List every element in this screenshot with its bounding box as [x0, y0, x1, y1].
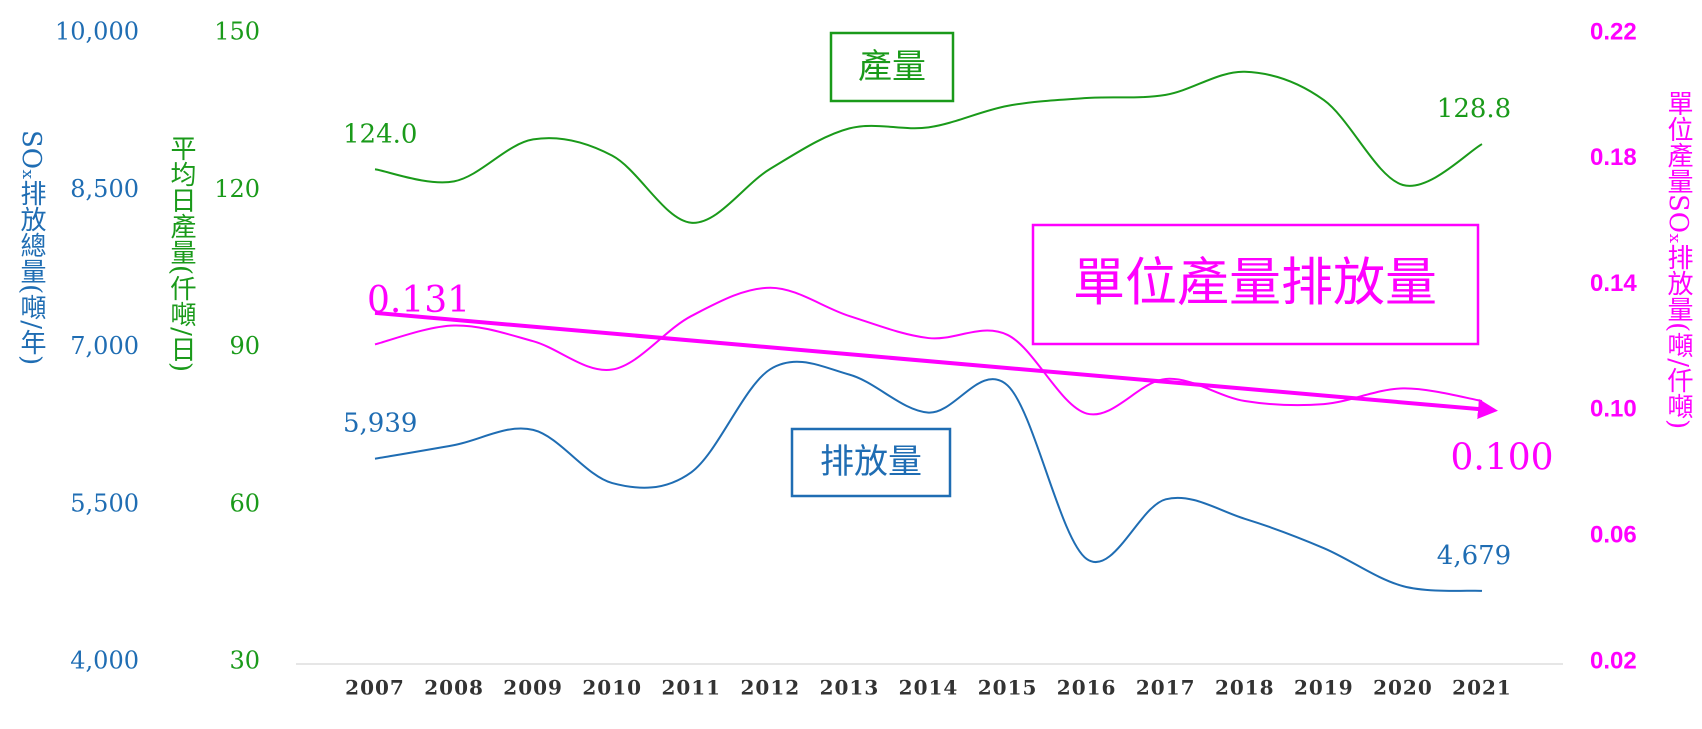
legend-box [1031, 223, 1480, 346]
y3-tick-label: 0.02 [1590, 647, 1637, 674]
x-tick-label: 2008 [424, 676, 484, 700]
y2-tick-label: 30 [229, 647, 260, 675]
series-line [374, 286, 1483, 416]
y-tick-label: 4,000 [70, 647, 139, 675]
y3-tick-label: 0.18 [1590, 144, 1637, 171]
y-tick-label: 5,500 [70, 489, 139, 517]
x-tick-label: 2018 [1215, 676, 1275, 700]
legend-box [790, 427, 952, 498]
x-tick-label: 2017 [1136, 676, 1196, 700]
y2-axis-title: 平均日產量(仟噸/日) [166, 135, 196, 372]
x-tick-label: 2007 [345, 676, 405, 700]
y-tick-label: 7,000 [70, 332, 139, 360]
x-tick-label: 2010 [582, 676, 642, 700]
y2-tick-label: 60 [229, 489, 260, 517]
x-tick-label: 2009 [503, 676, 563, 700]
y3-tick-label: 0.22 [1590, 18, 1637, 45]
legend-label: 產量 [858, 47, 926, 87]
y3-tick-label: 0.10 [1590, 396, 1637, 423]
x-tick-label: 2015 [978, 676, 1038, 700]
y-tick-label: 10,000 [55, 18, 139, 46]
y2-tick-label: 90 [229, 332, 260, 360]
trend-line [374, 310, 1498, 419]
data-label: 5,939 [343, 409, 417, 439]
y2-tick-label: 120 [214, 175, 260, 203]
x-tick-label: 2021 [1452, 676, 1512, 700]
y3-tick-label: 0.14 [1590, 270, 1637, 297]
legend-label: 排放量 [820, 442, 922, 482]
y-tick-label: 8,500 [70, 175, 139, 203]
y3-tick-label: 0.06 [1590, 522, 1637, 549]
x-tick-label: 2013 [820, 676, 880, 700]
x-tick-label: 2020 [1373, 676, 1433, 700]
trend-label: 0.100 [1450, 437, 1553, 478]
x-tick-label: 2014 [899, 676, 959, 700]
y-axis-title: SOₓ排放總量(噸/年) [16, 130, 46, 365]
x-tick-label: 2016 [1057, 676, 1117, 700]
x-tick-label: 2012 [741, 676, 801, 700]
series-line [374, 360, 1483, 592]
x-tick-label: 2011 [661, 676, 721, 700]
legend-box [829, 31, 955, 103]
y2-tick-label: 150 [214, 18, 260, 46]
legend-label: 單位產量排放量 [1073, 254, 1437, 314]
x-tick-label: 2019 [1294, 676, 1354, 700]
y3-axis-title: 單位產量SOₓ排放量(噸/仟噸) [1663, 90, 1693, 429]
data-label: 124.0 [343, 119, 417, 149]
data-label: 128.8 [1437, 94, 1511, 124]
data-label: 4,679 [1437, 541, 1511, 571]
series-line [374, 70, 1483, 224]
trend-label: 0.131 [367, 280, 470, 321]
